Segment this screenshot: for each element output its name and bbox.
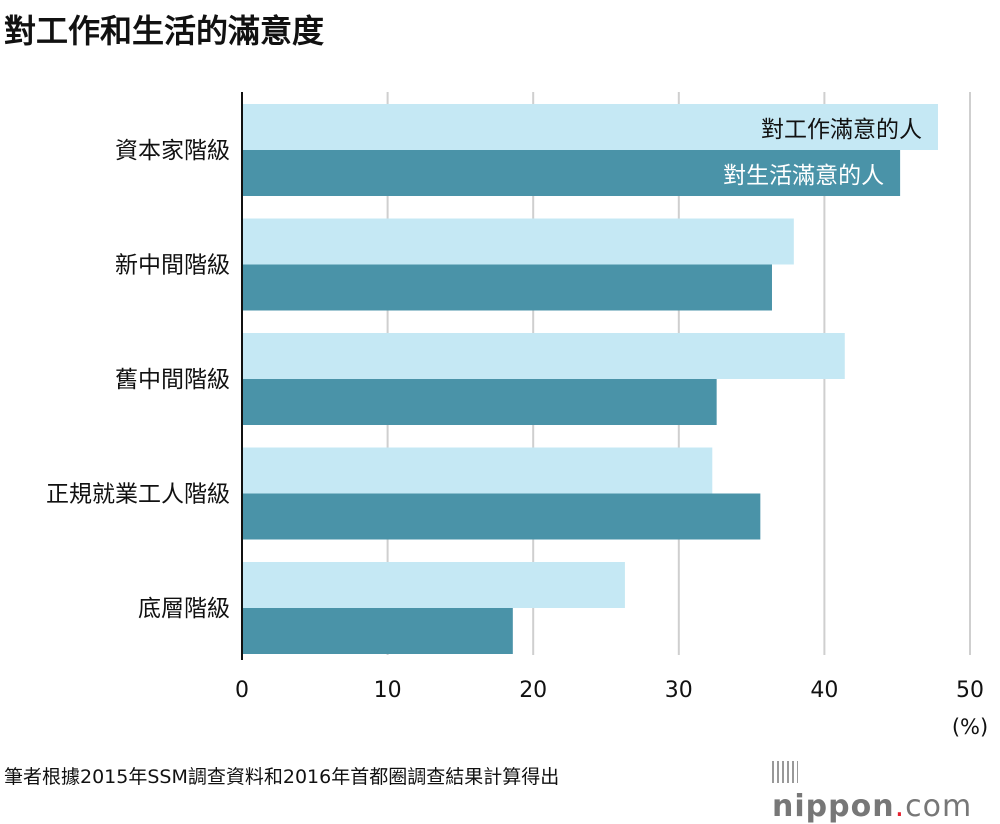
bar-chart: 0 10 20 30 40 50 (%) 資本家階級新中間階級舊中間階級正規就業工人階級底層階… xyxy=(46,92,988,739)
x-tick-label: 50 xyxy=(956,678,984,703)
x-tick-label: 0 xyxy=(235,678,249,703)
category-label: 底層階級 xyxy=(138,596,230,622)
nippon-logo: nippon.com xyxy=(772,754,1000,824)
x-axis-unit: (%) xyxy=(952,715,988,739)
series-label: 對生活滿意的人 xyxy=(723,163,884,189)
bar-work xyxy=(242,104,938,150)
bar-life xyxy=(242,264,772,311)
category-label: 資本家階級 xyxy=(115,138,230,164)
bar-life xyxy=(242,150,901,196)
chart-title: 對工作和生活的滿意度 xyxy=(4,12,325,50)
bar-work xyxy=(242,562,625,608)
x-tick-label: 30 xyxy=(665,678,693,703)
category-label: 正規就業工人階級 xyxy=(46,482,230,508)
logo-icon xyxy=(772,761,798,783)
x-tick-label: 10 xyxy=(374,678,402,703)
source-note: 筆者根據2015年SSM調查資料和2016年首都圈調查結果計算得出 xyxy=(4,766,560,788)
bar-work xyxy=(242,333,845,379)
bar-life xyxy=(242,608,513,654)
bar-life xyxy=(242,493,761,540)
x-tick-label: 20 xyxy=(519,678,547,703)
category-label: 舊中間階級 xyxy=(115,367,230,393)
category-label: 新中間階級 xyxy=(115,253,230,279)
bar-work xyxy=(242,218,794,265)
series-label: 對工作滿意的人 xyxy=(761,117,922,143)
x-tick-label: 40 xyxy=(810,678,838,703)
bar-life xyxy=(242,379,717,425)
bar-work xyxy=(242,447,713,494)
